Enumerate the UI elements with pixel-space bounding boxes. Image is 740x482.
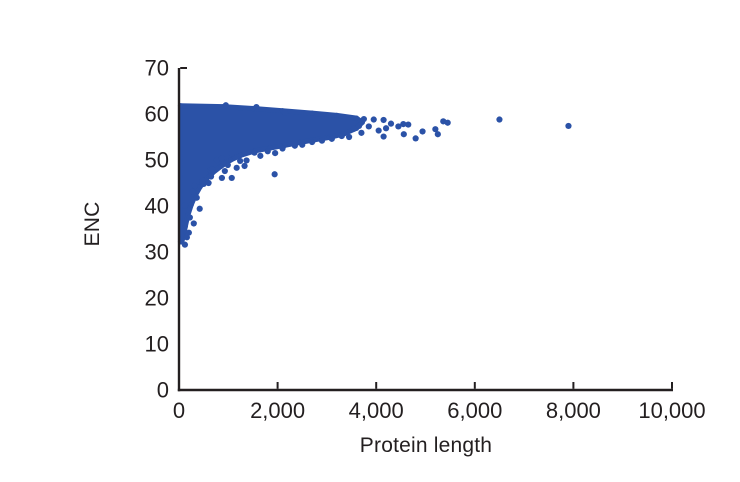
data-point <box>375 127 382 134</box>
y-tick-label: 60 <box>145 102 169 127</box>
data-point <box>190 220 197 227</box>
data-point <box>257 152 264 159</box>
cluster-edge-dot <box>238 152 244 158</box>
y-tick-label: 50 <box>145 148 169 173</box>
y-tick-label: 0 <box>157 378 169 403</box>
data-point <box>281 109 289 116</box>
y-tick-label: 40 <box>145 194 169 219</box>
data-point <box>196 205 203 212</box>
data-point <box>565 122 572 130</box>
data-point <box>253 104 260 111</box>
data-point <box>185 229 192 236</box>
data-point <box>444 119 451 126</box>
data-point <box>228 174 235 182</box>
data-point <box>299 141 306 148</box>
data-point <box>218 155 225 162</box>
data-point <box>191 182 198 189</box>
data-point <box>181 202 189 209</box>
data-point <box>213 156 221 164</box>
data-point <box>221 167 228 175</box>
data-point <box>382 125 390 132</box>
x-tick-label: 8,000 <box>546 398 601 423</box>
data-point <box>233 164 240 171</box>
cluster-edge-dot <box>309 110 315 116</box>
data-point <box>328 135 335 142</box>
dense-cluster <box>177 103 365 245</box>
data-point <box>186 214 193 221</box>
data-point <box>419 128 426 135</box>
data-point <box>264 148 271 155</box>
cluster-edge-dot <box>228 157 234 163</box>
cluster-edge-dot <box>334 112 340 118</box>
x-tick-label: 10,000 <box>638 398 705 423</box>
data-point <box>496 116 503 123</box>
data-point <box>208 166 216 173</box>
data-point <box>207 173 215 180</box>
data-point <box>237 157 244 165</box>
data-point <box>355 122 363 130</box>
data-point <box>365 123 372 130</box>
data-point <box>434 131 441 138</box>
data-point <box>181 219 189 227</box>
data-point <box>400 131 407 138</box>
cluster-edge-dot <box>218 163 224 170</box>
x-axis-title: Protein length <box>359 434 493 457</box>
data-point <box>318 137 326 144</box>
y-axis-title: ENC <box>81 201 104 247</box>
cluster-edge-dot <box>353 115 360 121</box>
data-point <box>205 179 212 187</box>
data-point <box>193 194 200 201</box>
y-tick-label: 20 <box>145 286 169 311</box>
data-point <box>218 174 225 182</box>
data-point <box>309 138 316 146</box>
data-point <box>251 149 258 156</box>
y-tick-label: 70 <box>145 56 169 81</box>
data-point <box>380 116 387 124</box>
data-point <box>380 133 387 140</box>
data-point <box>222 102 229 109</box>
data-point <box>395 123 402 130</box>
data-point <box>360 115 367 123</box>
data-point <box>243 157 250 164</box>
x-tick-label: 6,000 <box>447 398 502 423</box>
y-tick-label: 10 <box>145 332 169 357</box>
data-point <box>400 121 407 128</box>
data-point <box>338 132 345 140</box>
data-point <box>279 145 286 152</box>
data-point <box>412 135 419 142</box>
data-point <box>358 129 365 136</box>
y-tick-label: 30 <box>145 240 169 265</box>
cluster-edge-dot <box>188 202 194 208</box>
data-point <box>370 116 377 123</box>
x-tick-label: 0 <box>173 398 185 423</box>
data-point <box>241 162 248 170</box>
data-point <box>272 150 279 157</box>
data-point <box>181 241 189 248</box>
data-point <box>432 126 439 133</box>
data-point <box>387 120 395 127</box>
data-point <box>199 177 206 184</box>
x-tick-label: 4,000 <box>349 398 404 423</box>
data-point <box>224 161 231 169</box>
data-point <box>345 133 353 141</box>
data-point <box>350 125 358 132</box>
data-point <box>228 150 235 157</box>
data-point <box>271 171 278 178</box>
data-point <box>291 142 298 149</box>
x-tick-label: 2,000 <box>250 398 305 423</box>
data-point <box>189 188 196 195</box>
data-point <box>405 121 412 128</box>
